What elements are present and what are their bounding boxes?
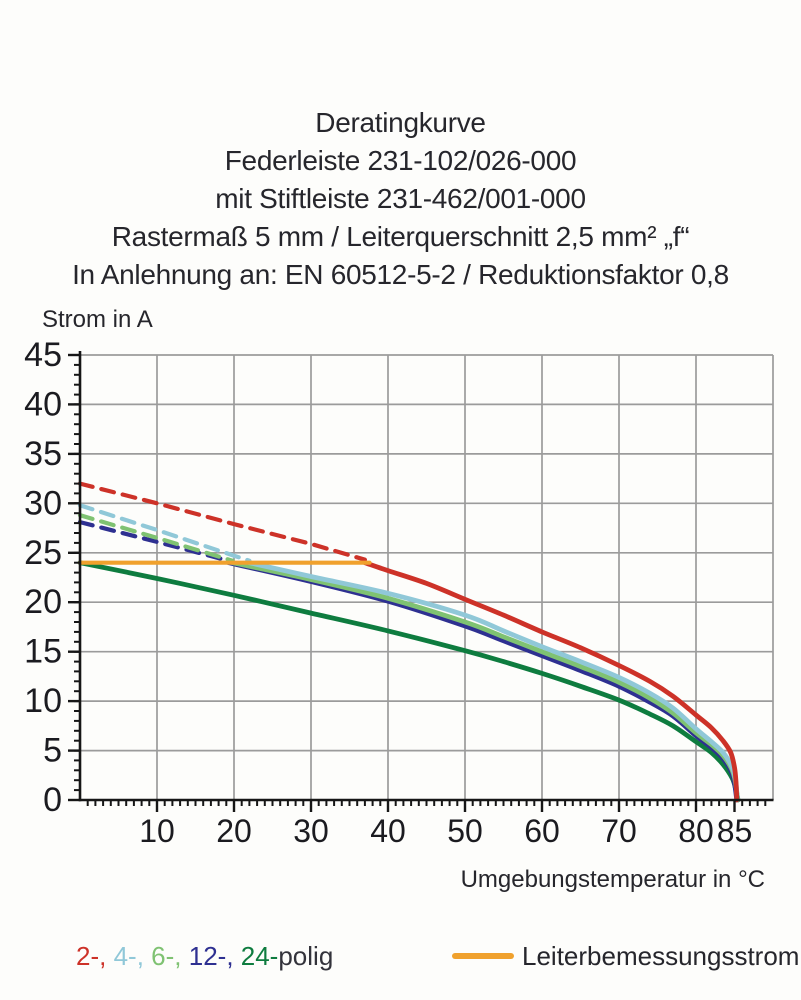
- rated-current-label: Leiterbemessungsstrom: [522, 941, 800, 971]
- x-tick-label: 85: [717, 813, 753, 849]
- y-tick-label: 40: [24, 385, 62, 423]
- series-24-polig: [77, 560, 741, 803]
- x-tick-label: 70: [601, 813, 637, 849]
- poles-legend: 2-, 4-, 6-, 12-, 24-polig: [76, 941, 333, 972]
- title-line-4: Rastermaß 5 mm / Leiterquerschnitt 2,5 m…: [111, 221, 690, 252]
- legend-pole-segment: 12-,: [188, 941, 241, 971]
- title-line-2: Federleiste 231-102/026-000: [224, 145, 577, 176]
- y-tick-label: 45: [24, 336, 62, 374]
- x-axis-ticks: [86, 800, 767, 812]
- x-tick-label: 60: [524, 813, 560, 849]
- y-tick-label: 0: [43, 781, 62, 819]
- title-line-1: Deratingkurve: [315, 107, 486, 138]
- title-line-5: In Anlehnung an: EN 60512-5-2 / Reduktio…: [72, 259, 729, 290]
- title-line-3: mit Stiftleiste 231-462/001-000: [215, 183, 586, 214]
- legend-pole-segment: 2-,: [76, 941, 114, 971]
- x-axis-tick-labels: 10 20 30 40 50 60 70 80 85: [139, 813, 752, 849]
- y-tick-label: 20: [24, 583, 62, 621]
- legend-pole-segment: 6-,: [151, 941, 189, 971]
- y-axis-tick-labels: 0 5 10 15 20 25 30 35 40 45: [24, 336, 62, 819]
- x-tick-label: 40: [370, 813, 406, 849]
- y-tick-label: 35: [24, 435, 62, 473]
- series-6-polig: [77, 513, 740, 803]
- x-tick-label: 10: [139, 813, 175, 849]
- legend-pole-segment: 24-: [240, 941, 279, 971]
- x-tick-label: 20: [216, 813, 252, 849]
- legend-pole-segment: 4-,: [113, 941, 152, 971]
- x-tick-label: 30: [293, 813, 329, 849]
- x-axis-label: Umgebungstemperatur in °C: [460, 866, 765, 893]
- legend-row: 2-, 4-, 6-, 12-, 24-polig Leiterbemessun…: [0, 941, 801, 981]
- x-tick-label: 80: [678, 813, 714, 849]
- y-tick-label: 15: [24, 633, 62, 671]
- y-tick-label: 5: [43, 732, 62, 770]
- legend-pole-segment: polig: [278, 941, 334, 971]
- chart-grid: [80, 354, 774, 800]
- y-axis-ticks: [68, 353, 80, 802]
- rated-current-swatch: [452, 953, 514, 959]
- series-2-polig: [77, 481, 740, 803]
- y-tick-label: 10: [24, 682, 62, 720]
- chart-axes: [78, 351, 774, 802]
- y-tick-label: 25: [24, 534, 62, 572]
- page-title: Deratingkurve Federleiste 231-102/026-00…: [0, 104, 801, 294]
- x-tick-label: 50: [447, 813, 483, 849]
- y-axis-label: Strom in A: [42, 306, 153, 333]
- series-4-polig: [77, 503, 740, 803]
- y-tick-label: 30: [24, 484, 62, 522]
